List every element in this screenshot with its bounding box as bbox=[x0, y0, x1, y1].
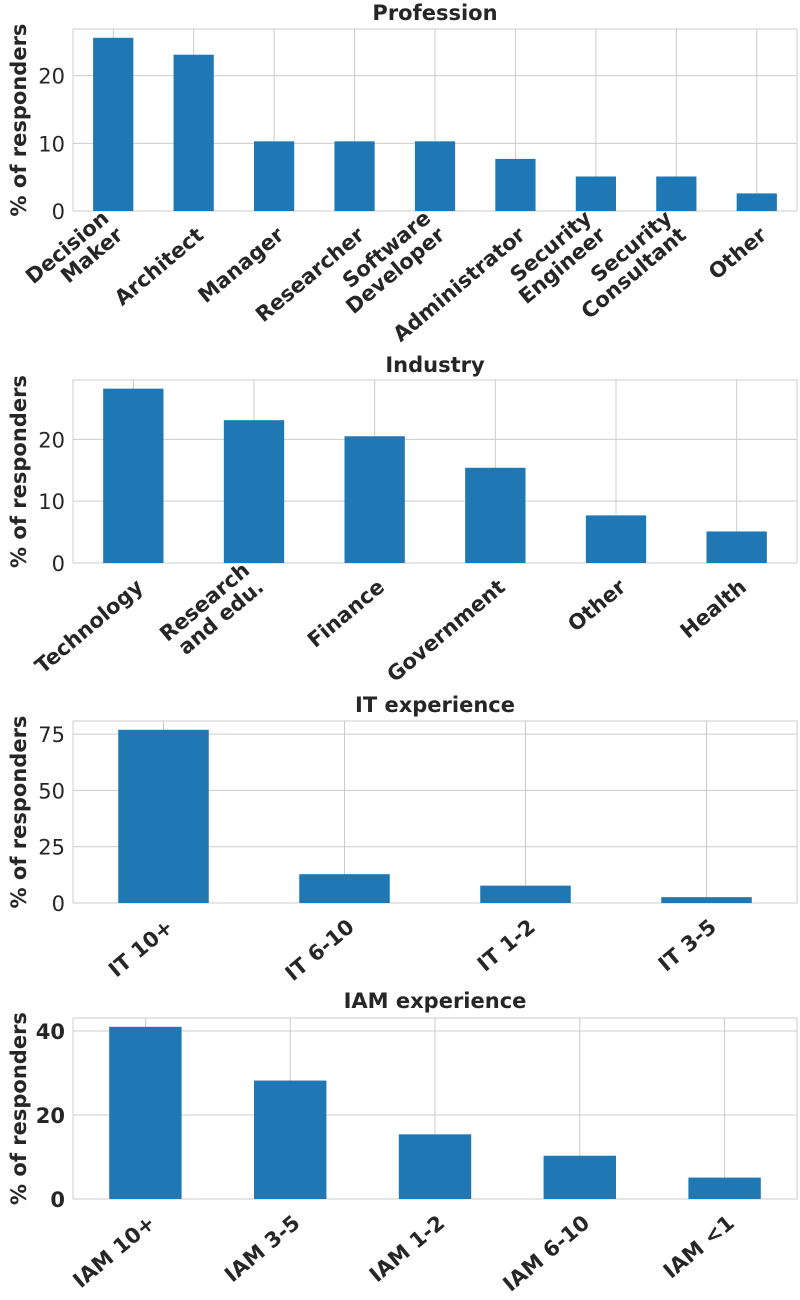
y-tick-label: 10 bbox=[38, 132, 65, 156]
bar-other bbox=[585, 515, 647, 563]
y-tick-label: 75 bbox=[38, 723, 65, 747]
y-axis-label: % of responders bbox=[7, 716, 31, 909]
bar-administrator bbox=[495, 158, 536, 211]
bar-it-10- bbox=[118, 729, 209, 903]
y-tick-label: 0 bbox=[52, 552, 65, 576]
bar-it-3-5 bbox=[661, 897, 752, 903]
y-axis-label: % of responders bbox=[7, 375, 31, 568]
x-tick-label: IT 6-10 bbox=[281, 915, 359, 986]
bar-health bbox=[706, 531, 767, 563]
x-tick-label: IAM 10+ bbox=[68, 1211, 159, 1293]
y-axis-label: % of responders bbox=[7, 24, 31, 217]
chart-title: Industry bbox=[385, 353, 485, 377]
x-tick-label: IT 1-2 bbox=[473, 915, 540, 977]
chart-panel-3: 0 25 50 75 IT 10+ IT 6-10 IT 1-2 IT 3-5 IT exper… bbox=[7, 693, 798, 986]
x-tick-label: IAM 3-5 bbox=[220, 1211, 305, 1287]
bar-finance bbox=[344, 436, 405, 563]
chart-panel-4: 0 20 40 IAM 10+ IAM 3-5 IAM 1-2 IAM 6-10 IAM <1… bbox=[7, 989, 798, 1297]
chart-title: IT experience bbox=[355, 693, 515, 717]
y-tick-label: 0 bbox=[52, 200, 65, 224]
x-tick-label: IAM 6-10 bbox=[498, 1211, 594, 1297]
bar-security-consultant bbox=[656, 176, 697, 211]
chart-title: IAM experience bbox=[344, 989, 527, 1013]
y-tick-label: 0 bbox=[50, 1188, 65, 1212]
x-tick-label: Finance bbox=[303, 575, 389, 653]
y-tick-label: 25 bbox=[38, 836, 65, 860]
x-tick-label: Other bbox=[563, 574, 631, 636]
x-tick-label: IAM <1 bbox=[659, 1211, 739, 1284]
x-tick-label: Government bbox=[382, 575, 509, 687]
y-tick-label: 20 bbox=[38, 65, 65, 89]
x-tick-label: IT 3-5 bbox=[654, 915, 721, 977]
x-tick-label: Architect bbox=[110, 223, 208, 311]
bar-other bbox=[736, 193, 777, 211]
bar-decision-maker bbox=[93, 37, 134, 212]
chart-panel-2: 0 10 20 Technology Researchand edu. FinanceGo… bbox=[7, 353, 798, 687]
y-tick-label: 50 bbox=[38, 779, 65, 803]
y-tick-label: 10 bbox=[38, 490, 65, 514]
chart-title: Profession bbox=[372, 1, 497, 25]
bar-government bbox=[465, 467, 526, 563]
bar-architect bbox=[173, 54, 214, 211]
bar-it-1-2 bbox=[480, 885, 571, 903]
plot-frame bbox=[72, 720, 798, 904]
bar-software-developer bbox=[414, 141, 456, 211]
y-tick-label: 0 bbox=[52, 892, 65, 916]
x-tick-label: Researchand edu. bbox=[155, 558, 268, 663]
bar-technology bbox=[103, 388, 164, 563]
x-tick-label: Technology bbox=[30, 574, 147, 678]
x-tick-label: Other bbox=[704, 222, 772, 284]
x-tick-label: IT 10+ bbox=[104, 915, 178, 982]
y-tick-label: 20 bbox=[38, 428, 65, 452]
bar-security-engineer bbox=[575, 176, 616, 211]
y-tick-label: 40 bbox=[36, 1020, 65, 1044]
bar-manager bbox=[254, 141, 295, 211]
bar-it-6-10 bbox=[299, 874, 390, 903]
x-tick-label: IAM 1-2 bbox=[365, 1211, 450, 1287]
bar-iam-10- bbox=[109, 1026, 182, 1199]
bar-iam-1-2 bbox=[398, 1134, 472, 1199]
plot-frame bbox=[72, 379, 798, 564]
y-axis-label: % of responders bbox=[7, 1012, 31, 1205]
bar-iam-1 bbox=[688, 1177, 761, 1199]
bar-researcher bbox=[334, 141, 375, 211]
chart-panel-1: 01020DecisionMakerArchitectManagerResear… bbox=[7, 1, 798, 347]
y-tick-label: 20 bbox=[36, 1104, 65, 1128]
x-tick-label: Health bbox=[676, 575, 751, 644]
bar-iam-6-10 bbox=[543, 1155, 616, 1199]
bar-iam-3-5 bbox=[254, 1080, 327, 1199]
bar-research-and-edu- bbox=[223, 420, 285, 563]
